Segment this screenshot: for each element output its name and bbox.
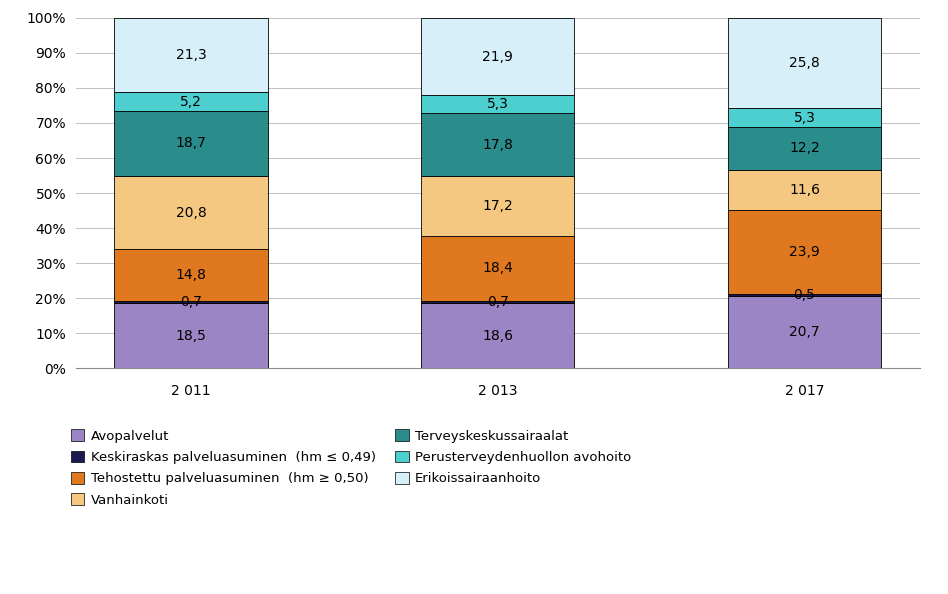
Bar <box>728 108 882 127</box>
Bar <box>728 169 882 210</box>
Bar <box>728 294 882 296</box>
Text: 21,3: 21,3 <box>175 48 207 62</box>
Text: 20,7: 20,7 <box>789 325 820 339</box>
Bar <box>421 18 574 95</box>
Text: 25,8: 25,8 <box>789 56 820 70</box>
Bar <box>728 210 882 294</box>
Bar <box>114 176 267 249</box>
Bar <box>114 18 267 93</box>
Text: 18,5: 18,5 <box>175 329 207 343</box>
Text: 20,8: 20,8 <box>175 206 207 220</box>
Bar <box>421 301 574 303</box>
Text: 5,3: 5,3 <box>793 110 815 125</box>
Bar <box>421 236 574 301</box>
Text: 0,5: 0,5 <box>793 288 815 302</box>
Text: 11,6: 11,6 <box>789 183 820 197</box>
Bar <box>114 249 267 301</box>
Bar <box>421 113 574 176</box>
Legend: Avopalvelut, Keskiraskas palveluasuminen  (hm ≤ 0,49), Tehostettu palveluasumine: Avopalvelut, Keskiraskas palveluasuminen… <box>65 424 637 512</box>
Text: 17,8: 17,8 <box>483 138 513 151</box>
Bar <box>421 303 574 368</box>
Text: 17,2: 17,2 <box>483 199 513 213</box>
Text: 18,4: 18,4 <box>483 261 513 276</box>
Bar <box>728 18 882 108</box>
Text: 0,7: 0,7 <box>486 295 509 309</box>
Text: 12,2: 12,2 <box>789 141 820 155</box>
Text: 18,7: 18,7 <box>175 137 207 150</box>
Bar <box>421 95 574 113</box>
Text: 21,9: 21,9 <box>483 49 513 64</box>
Bar <box>728 127 882 169</box>
Bar <box>114 301 267 304</box>
Text: 0,7: 0,7 <box>180 295 202 309</box>
Text: 5,2: 5,2 <box>180 94 202 109</box>
Text: 23,9: 23,9 <box>789 245 820 259</box>
Bar <box>114 93 267 110</box>
Bar <box>421 176 574 236</box>
Bar <box>114 110 267 176</box>
Text: 14,8: 14,8 <box>175 268 207 282</box>
Bar <box>728 296 882 368</box>
Bar <box>114 304 267 368</box>
Text: 18,6: 18,6 <box>483 328 513 343</box>
Text: 5,3: 5,3 <box>486 97 509 111</box>
